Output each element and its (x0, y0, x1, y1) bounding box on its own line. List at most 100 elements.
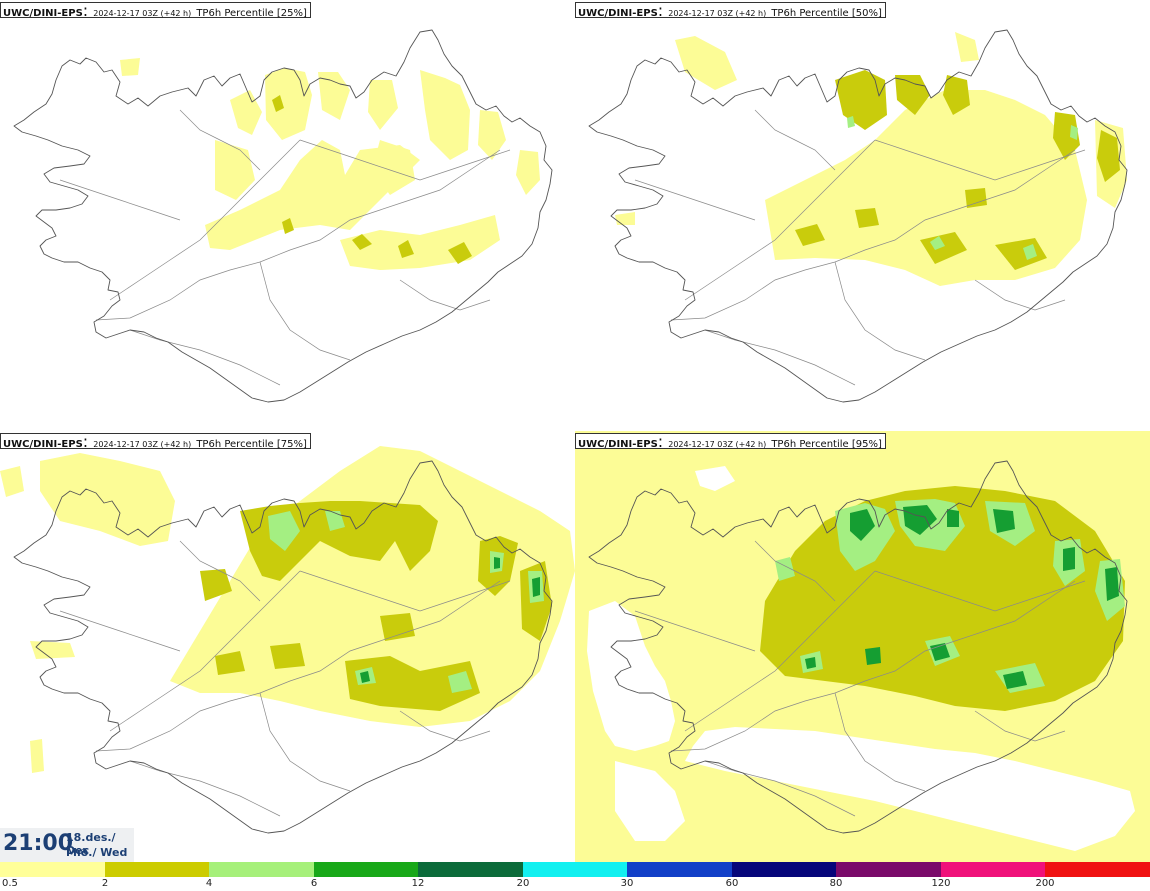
road-line (179, 109, 261, 171)
precip-area (930, 236, 945, 250)
road-line (670, 149, 1076, 321)
road-network-icon (634, 540, 1086, 817)
road-line (59, 179, 181, 221)
precip-area (805, 657, 816, 669)
precip-area (40, 453, 175, 546)
color-legend: 0.5 2 4 6 12 20 30 60 80 120 200 (0, 862, 1150, 891)
precip-fill-layer (575, 431, 1150, 862)
precip-fill-layer (615, 32, 1127, 286)
road-line (259, 692, 351, 792)
precip-area (695, 466, 735, 491)
precip-area (847, 116, 855, 128)
precip-area (270, 643, 305, 669)
precip-map-p50 (588, 29, 1128, 403)
model-source: UWC/DINI-EPS (578, 8, 658, 19)
precip-area (850, 509, 875, 541)
road-line (179, 540, 261, 602)
road-line (634, 610, 756, 652)
precip-area (170, 446, 575, 727)
legend-swatch (105, 862, 209, 877)
road-line (754, 540, 836, 602)
legend-tick-label: 6 (310, 878, 318, 889)
variable-label: TP6h Percentile [95%] (771, 439, 882, 450)
iceland-coastline-icon (13, 29, 553, 403)
road-line (259, 261, 351, 361)
legend-swatch (418, 862, 523, 877)
precip-area (675, 36, 737, 90)
precip-area (587, 601, 675, 751)
road-line (399, 710, 491, 742)
precip-map-p75 (0, 446, 575, 834)
model-source: UWC/DINI-EPS (578, 439, 658, 450)
map-panel-p75: UWC/DINI-EPS: 2024-12-17 03Z (+42 h) TP6… (0, 431, 575, 862)
road-line (95, 149, 501, 321)
precip-area (865, 647, 881, 665)
precip-area (120, 58, 140, 76)
precip-area (993, 509, 1015, 533)
precip-area (345, 656, 480, 711)
precip-area (1003, 671, 1027, 689)
precip-area (532, 577, 540, 597)
valid-time-clock: 21:00 (3, 831, 74, 856)
precip-area (835, 70, 887, 130)
precip-area (955, 32, 979, 62)
precip-area (380, 613, 415, 641)
precip-area (1105, 567, 1119, 601)
panel-title: UWC/DINI-EPS: 2024-12-17 03Z (+42 h) TP6… (575, 433, 886, 450)
road-network-icon (634, 109, 1086, 386)
legend-tick-label: 80 (829, 878, 843, 889)
road-line (59, 610, 181, 652)
legend-swatch (941, 862, 1045, 877)
valid-weekday-line: Mið./ Wed (66, 846, 128, 859)
precip-area (775, 557, 795, 581)
precip-area (372, 140, 415, 195)
legend-swatch (836, 862, 941, 877)
precip-area (965, 188, 987, 208)
road-line (299, 570, 511, 612)
iceland-coastline-icon (13, 460, 553, 834)
legend-tick-label: 20 (516, 878, 530, 889)
precip-area (398, 240, 414, 258)
legend-swatch (627, 862, 732, 877)
precip-area (1063, 547, 1075, 571)
precip-area (272, 95, 284, 112)
model-source: UWC/DINI-EPS (3, 8, 83, 19)
precip-area (765, 90, 1087, 286)
map-panel-p25: UWC/DINI-EPS: 2024-12-17 03Z (+42 h) TP6… (0, 0, 575, 431)
road-network-icon (59, 109, 511, 386)
map-panel-p95: UWC/DINI-EPS: 2024-12-17 03Z (+42 h) TP6… (575, 431, 1150, 862)
precip-area (494, 557, 500, 569)
run-time: 2024-12-17 03Z (+42 h) (668, 9, 767, 18)
road-line (670, 580, 1076, 752)
variable-label: TP6h Percentile [75%] (196, 439, 307, 450)
road-line (129, 760, 281, 817)
road-line (754, 109, 836, 171)
precip-area (1023, 244, 1037, 260)
precip-map-p25 (13, 29, 553, 403)
precip-area (318, 72, 350, 120)
legend-tick-label: 0.5 (2, 878, 18, 889)
legend-swatch (209, 862, 314, 877)
legend-tick-label: 30 (620, 878, 634, 889)
road-line (974, 279, 1066, 311)
road-line (684, 139, 876, 301)
legend-swatch (314, 862, 418, 877)
legend-tick-label: 120 (931, 878, 951, 889)
precip-area (920, 232, 967, 264)
iceland-coastline-icon (588, 460, 1128, 834)
road-line (399, 279, 491, 311)
road-line (834, 261, 926, 361)
valid-date-line: 18.des./ Dec (66, 831, 116, 857)
precip-area (1070, 125, 1078, 140)
precip-area (615, 212, 635, 225)
legend-swatch (732, 862, 836, 877)
precip-map-p95 (575, 431, 1150, 862)
run-time: 2024-12-17 03Z (+42 h) (668, 440, 767, 449)
precip-area (30, 739, 44, 773)
precip-area (265, 68, 312, 140)
variable-label: TP6h Percentile [25%] (196, 8, 307, 19)
road-line (874, 570, 1086, 612)
legend-tick-label: 200 (1035, 878, 1055, 889)
precip-area (947, 509, 959, 527)
precip-area (282, 218, 294, 234)
